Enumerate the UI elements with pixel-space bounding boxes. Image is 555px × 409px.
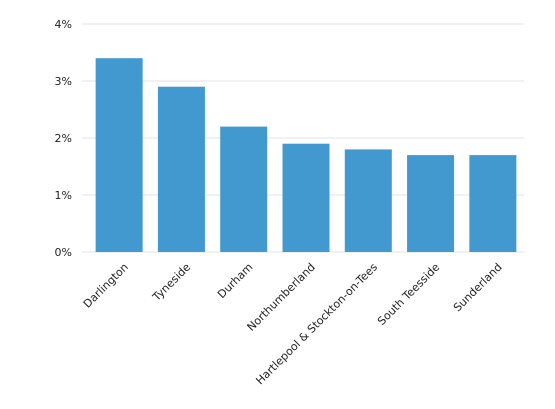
x-tick-label: Darlington	[81, 261, 131, 311]
y-tick-label: 0%	[55, 246, 72, 259]
y-tick-label: 1%	[55, 189, 72, 202]
x-axis: Darlington Tyneside DurhamNorthumberlandHa…	[81, 260, 505, 387]
x-tick-label: South Teesside	[375, 260, 442, 327]
bar	[95, 58, 143, 253]
bars	[95, 58, 517, 253]
x-tick-label: Tyneside	[150, 260, 194, 304]
y-tick-label: 2%	[55, 132, 72, 145]
x-tick-label: Sunderland	[451, 261, 505, 315]
bar	[407, 155, 455, 252]
y-tick-label: 4%	[55, 18, 72, 31]
y-axis: 0% 1% 2% 3% 4%	[55, 18, 72, 259]
bar	[157, 86, 205, 252]
y-tick-label: 3%	[55, 75, 72, 88]
bar	[282, 143, 330, 252]
x-tick-label: Northumberland	[245, 261, 318, 334]
bar	[344, 149, 392, 252]
x-tick-label: Durham	[215, 261, 255, 301]
bar	[220, 126, 268, 252]
bar	[469, 155, 517, 252]
x-tick-label: Hartlepool & Stockton-on-Tees	[253, 260, 380, 387]
